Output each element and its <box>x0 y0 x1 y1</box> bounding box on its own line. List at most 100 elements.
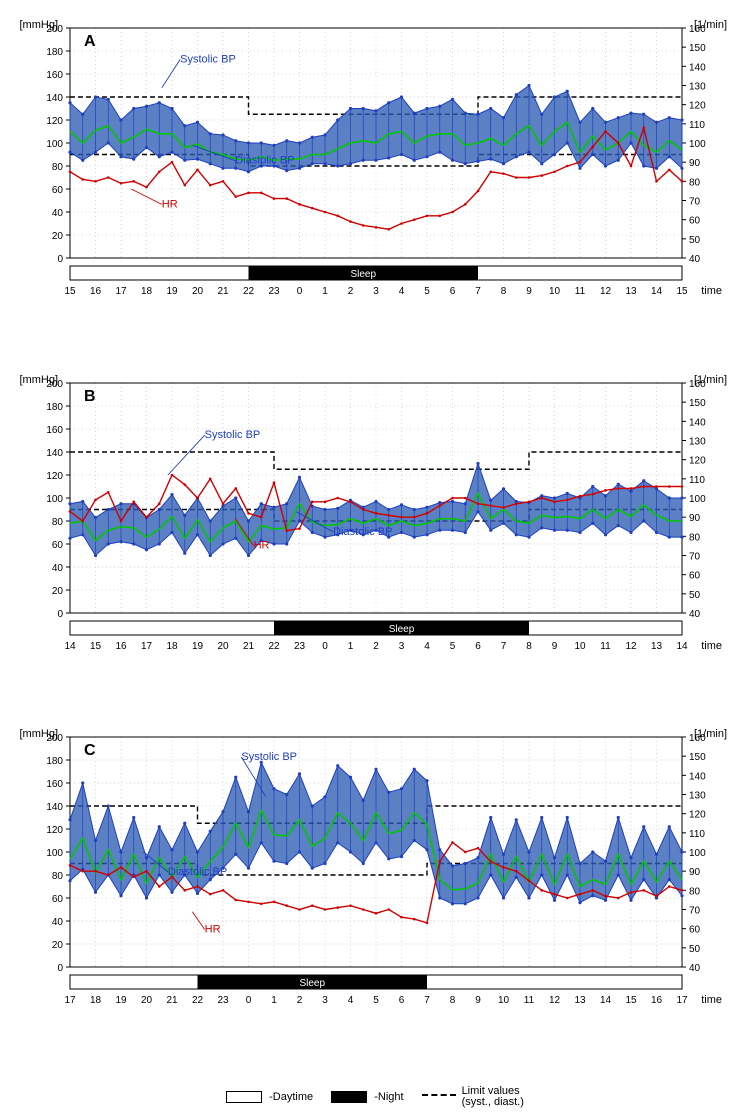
svg-text:9: 9 <box>526 286 532 297</box>
svg-text:3: 3 <box>322 995 328 1006</box>
svg-text:12: 12 <box>549 995 561 1006</box>
svg-text:60: 60 <box>689 570 701 581</box>
svg-text:A: A <box>84 33 96 50</box>
svg-text:180: 180 <box>46 47 63 58</box>
svg-text:Sleep: Sleep <box>389 624 415 635</box>
svg-text:140: 140 <box>46 93 63 104</box>
svg-text:15: 15 <box>676 286 688 297</box>
svg-text:2: 2 <box>297 995 303 1006</box>
svg-text:[mmHg]: [mmHg] <box>20 374 58 386</box>
svg-text:11: 11 <box>524 995 535 1006</box>
svg-text:0: 0 <box>246 995 252 1006</box>
svg-text:5: 5 <box>373 995 379 1006</box>
svg-text:9: 9 <box>552 641 558 652</box>
svg-text:180: 180 <box>46 402 63 413</box>
svg-text:150: 150 <box>689 43 706 54</box>
svg-text:B: B <box>84 388 96 405</box>
svg-text:70: 70 <box>689 551 701 562</box>
svg-text:4: 4 <box>424 641 430 652</box>
svg-text:80: 80 <box>689 532 701 543</box>
svg-text:Diastolic BP: Diastolic BP <box>168 866 227 878</box>
svg-text:20: 20 <box>52 940 64 951</box>
chart-b: 0204060801001201401601802004050607080901… <box>20 373 730 653</box>
legend-night-label: -Night <box>374 1091 403 1103</box>
svg-text:[1/min]: [1/min] <box>694 374 727 386</box>
svg-text:130: 130 <box>689 82 706 93</box>
svg-text:160: 160 <box>46 779 63 790</box>
svg-text:22: 22 <box>192 995 204 1006</box>
svg-text:time: time <box>701 640 722 652</box>
svg-text:Sleep: Sleep <box>299 978 325 989</box>
svg-text:time: time <box>701 285 722 297</box>
legend-limits-line1: Limit values <box>462 1085 520 1097</box>
svg-text:110: 110 <box>689 474 705 485</box>
svg-text:130: 130 <box>689 791 706 802</box>
svg-text:17: 17 <box>141 641 153 652</box>
svg-text:40: 40 <box>52 208 64 219</box>
svg-text:23: 23 <box>268 286 280 297</box>
legend-limits-line2: (syst., diast.) <box>462 1096 524 1108</box>
svg-text:23: 23 <box>217 995 229 1006</box>
svg-text:9: 9 <box>475 995 481 1006</box>
svg-text:40: 40 <box>689 254 701 265</box>
svg-text:18: 18 <box>166 641 178 652</box>
svg-text:160: 160 <box>46 425 63 436</box>
svg-text:HR: HR <box>162 198 178 210</box>
svg-text:100: 100 <box>46 494 63 505</box>
svg-text:12: 12 <box>625 641 637 652</box>
svg-text:140: 140 <box>689 62 706 73</box>
svg-text:1: 1 <box>322 286 328 297</box>
svg-text:11: 11 <box>600 641 611 652</box>
svg-text:10: 10 <box>574 641 586 652</box>
svg-text:40: 40 <box>52 563 64 574</box>
legend-limits: Limit values (syst., diast.) <box>422 1086 524 1109</box>
svg-text:5: 5 <box>424 286 430 297</box>
svg-text:19: 19 <box>192 641 204 652</box>
svg-text:0: 0 <box>322 641 328 652</box>
svg-text:120: 120 <box>689 455 706 466</box>
svg-text:3: 3 <box>373 286 379 297</box>
svg-text:80: 80 <box>689 177 701 188</box>
svg-text:1: 1 <box>271 995 277 1006</box>
svg-text:7: 7 <box>424 995 430 1006</box>
svg-text:time: time <box>701 994 722 1006</box>
svg-text:14: 14 <box>64 641 76 652</box>
svg-text:13: 13 <box>651 641 663 652</box>
svg-text:C: C <box>84 742 96 759</box>
svg-text:20: 20 <box>217 641 229 652</box>
svg-text:13: 13 <box>625 286 637 297</box>
svg-text:4: 4 <box>399 286 405 297</box>
svg-text:6: 6 <box>399 995 405 1006</box>
legend-daytime-label: -Daytime <box>269 1091 313 1103</box>
svg-text:15: 15 <box>64 286 76 297</box>
svg-text:15: 15 <box>625 995 637 1006</box>
svg-text:7: 7 <box>501 641 507 652</box>
svg-text:60: 60 <box>689 216 701 227</box>
svg-text:22: 22 <box>268 641 280 652</box>
svg-text:70: 70 <box>689 197 701 208</box>
svg-text:20: 20 <box>52 586 64 597</box>
svg-text:HR: HR <box>205 924 221 936</box>
svg-text:20: 20 <box>52 231 64 242</box>
svg-text:10: 10 <box>498 995 510 1006</box>
svg-text:[1/min]: [1/min] <box>694 728 727 740</box>
panel-c: 0204060801001201401601802004050607080901… <box>20 727 730 1012</box>
legend-row: -Daytime -Night Limit values (syst., dia… <box>20 1086 730 1109</box>
svg-text:40: 40 <box>689 609 701 620</box>
svg-text:80: 80 <box>689 887 701 898</box>
svg-text:110: 110 <box>689 829 705 840</box>
svg-text:19: 19 <box>115 995 127 1006</box>
chart-c: 0204060801001201401601802004050607080901… <box>20 727 730 1007</box>
svg-text:40: 40 <box>689 963 701 974</box>
svg-text:60: 60 <box>52 540 64 551</box>
svg-text:140: 140 <box>46 448 63 459</box>
svg-text:60: 60 <box>689 925 701 936</box>
svg-text:7: 7 <box>475 286 481 297</box>
svg-text:13: 13 <box>574 995 586 1006</box>
svg-text:150: 150 <box>689 398 706 409</box>
legend-night-swatch <box>331 1091 367 1103</box>
svg-text:2: 2 <box>348 286 354 297</box>
svg-text:11: 11 <box>575 286 586 297</box>
svg-text:21: 21 <box>166 995 178 1006</box>
svg-text:16: 16 <box>651 995 663 1006</box>
